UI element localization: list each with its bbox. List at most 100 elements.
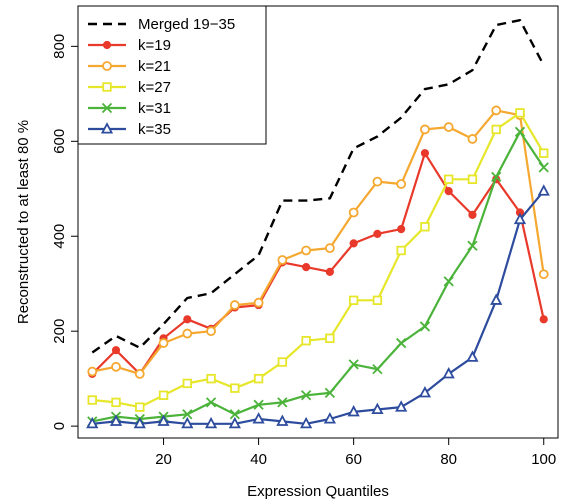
series-2-point-16 [467, 134, 478, 144]
legend-label-2: k=21 [138, 58, 171, 75]
series-3-point-1 [111, 397, 121, 408]
series-3-point-3 [158, 390, 169, 400]
series-1-point-16 [468, 210, 477, 219]
series-1-point-4 [183, 315, 192, 324]
legend-marker-5 [100, 122, 114, 134]
series-2-point-17 [491, 105, 502, 116]
series-2-point-6 [229, 300, 240, 310]
series-3-point-14 [420, 222, 430, 232]
series-4-point-4 [182, 409, 193, 420]
series-2-point-7 [253, 297, 264, 308]
series-3-point-2 [135, 402, 145, 412]
series-line-1 [91, 152, 545, 375]
series-5-point-11 [347, 404, 360, 417]
series-5-point-4 [181, 416, 194, 429]
series-4-point-7 [253, 399, 264, 410]
series-4-point-6 [229, 409, 240, 420]
series-5-point-6 [228, 416, 241, 429]
series-4-point-5 [205, 397, 217, 408]
series-5-point-7 [252, 412, 265, 424]
series-2-point-14 [420, 124, 430, 135]
legend-box [77, 5, 267, 145]
series-line-3 [92, 111, 545, 409]
series-3-point-11 [348, 295, 359, 306]
series-1-point-9 [302, 262, 311, 272]
series-5-point-5 [204, 416, 218, 429]
series-1-point-11 [349, 239, 358, 248]
series-3-point-0 [87, 395, 97, 405]
series-3-point-13 [396, 245, 406, 256]
series-3-point-19 [539, 148, 549, 158]
series-4-point-11 [348, 359, 359, 370]
y-tick-label-2: 400 [51, 224, 68, 249]
series-4-point-14 [419, 321, 431, 332]
series-2-point-15 [443, 122, 454, 132]
legend-label-0: Merged 19−35 [138, 16, 235, 33]
series-3-point-10 [325, 333, 335, 344]
series-2-point-10 [324, 243, 335, 254]
series-2-point-13 [396, 179, 407, 189]
series-line-4 [92, 130, 545, 423]
series-4-point-8 [277, 397, 288, 408]
series-3-point-16 [467, 174, 478, 184]
plot-area [86, 19, 550, 429]
legend-marker-3 [102, 82, 112, 92]
y-tick-label-4: 800 [51, 34, 68, 59]
series-4-point-16 [467, 240, 478, 251]
series-3-point-18 [515, 108, 525, 118]
series-5-point-2 [133, 416, 146, 429]
series-1-point-10 [325, 267, 334, 276]
x-tick-label-2: 60 [345, 451, 362, 468]
series-5-point-19 [537, 184, 550, 196]
series-4-point-13 [396, 337, 407, 349]
series-2-point-3 [158, 338, 169, 348]
series-5-point-17 [490, 293, 503, 305]
series-5-point-14 [418, 385, 432, 398]
series-4-point-18 [514, 126, 526, 137]
series-1-point-14 [420, 149, 430, 158]
legend-label-5: k=35 [138, 121, 171, 138]
series-3-point-6 [230, 383, 240, 393]
series-5-point-8 [276, 414, 289, 426]
series-3-point-5 [206, 373, 216, 384]
x-tick-label-1: 40 [250, 451, 267, 468]
series-4-point-17 [491, 171, 502, 183]
series-2-point-5 [206, 326, 216, 337]
series-2-point-12 [372, 176, 383, 187]
y-tick-label-1: 200 [51, 319, 68, 344]
series-3-point-17 [491, 124, 501, 135]
series-5-point-16 [466, 350, 479, 362]
series-4-point-15 [443, 276, 454, 287]
series-5-point-18 [513, 212, 527, 225]
series-3-point-15 [443, 174, 454, 184]
series-1-point-1 [111, 346, 121, 355]
y-tick-label-3: 600 [51, 129, 68, 154]
legend-label-4: k=31 [138, 100, 171, 117]
series-2-point-11 [348, 207, 359, 218]
series-1-point-15 [444, 187, 453, 196]
series-5-point-9 [300, 416, 313, 429]
series-3-point-12 [372, 295, 383, 306]
legend-marker-1 [102, 40, 112, 50]
legend-entry-1: k=19 [88, 37, 171, 54]
legend-entry-2: k=21 [88, 58, 171, 75]
x-tick-label-3: 80 [440, 451, 457, 468]
axes: 20 40 60 80 100 0 200 400 600 800 Expression Quant… [15, 5, 559, 500]
legend-label-1: k=19 [138, 37, 171, 54]
series-5-point-10 [323, 412, 336, 424]
legend-entry-0: Merged 19−35 [88, 16, 235, 33]
legend: Merged 19−35 k=19 k=21 k=27 k=31 k=35 [77, 5, 267, 145]
legend-entry-3: k=27 [88, 79, 171, 96]
series-2-point-4 [182, 328, 193, 339]
x-tick-label-4: 100 [531, 451, 556, 468]
legend-entry-4: k=31 [88, 100, 171, 117]
legend-label-3: k=27 [138, 79, 171, 96]
series-3-point-7 [253, 373, 264, 384]
series-line-5 [92, 190, 545, 425]
series-5-point-1 [109, 414, 123, 426]
series-5-point-13 [395, 400, 408, 412]
series-2-point-9 [301, 245, 312, 256]
series-4-point-9 [300, 390, 312, 401]
series-4-point-12 [372, 364, 383, 375]
